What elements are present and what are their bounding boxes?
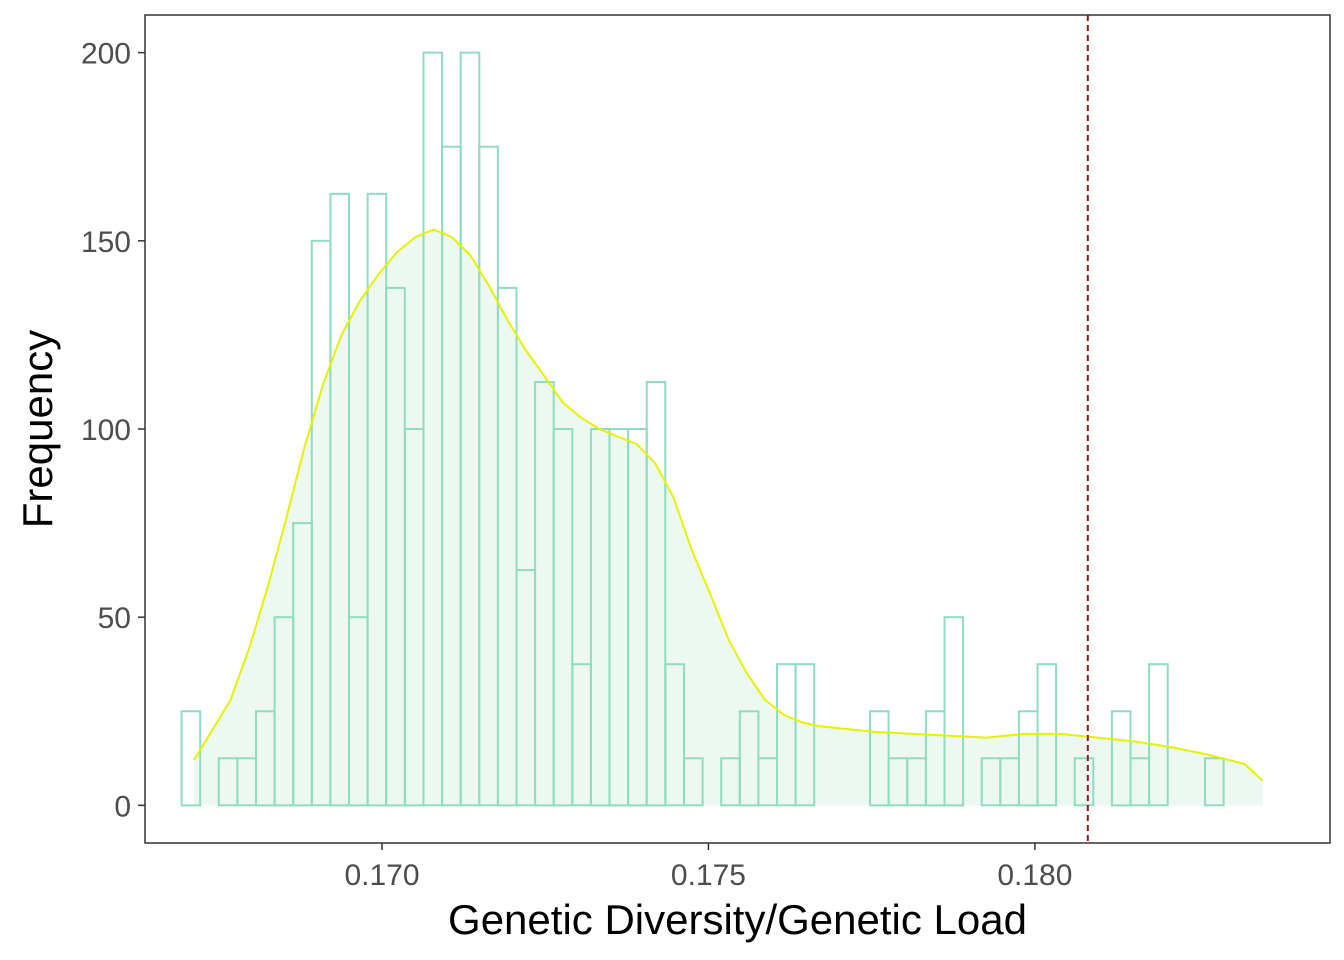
histogram-bar (552, 428, 574, 807)
y-axis-title: Frequency (14, 330, 61, 528)
histogram-bar (794, 663, 816, 807)
y-tick-label: 50 (98, 602, 131, 635)
density-area (194, 229, 1263, 806)
histogram-bar (683, 757, 704, 807)
y-tick-label: 200 (81, 38, 131, 71)
y-tick-label: 100 (81, 414, 131, 447)
x-tick-label: 0.175 (671, 859, 746, 892)
density-curve (193, 228, 1264, 782)
y-tick-label: 150 (81, 226, 131, 259)
x-tick-label: 0.180 (997, 859, 1072, 892)
histogram-bar (329, 192, 350, 807)
histogram-bar (943, 616, 965, 807)
histogram-bar (645, 381, 667, 807)
y-tick-label: 0 (114, 790, 131, 823)
histogram-bar (664, 663, 686, 807)
histogram-bar (1204, 757, 1225, 807)
histogram-bar (496, 286, 518, 807)
x-axis: 0.170 0.175 0.180 (344, 843, 1072, 892)
x-axis-title: Genetic Diversity/Genetic Load (448, 896, 1027, 943)
y-axis: 0 50 100 150 200 (81, 38, 145, 823)
x-tick-label: 0.170 (344, 859, 419, 892)
histogram-bars (180, 51, 1225, 807)
histogram-bar (180, 710, 202, 807)
density-area-layer (194, 229, 1263, 806)
histogram-bar (1148, 663, 1169, 807)
density-curve-layer (193, 228, 1264, 782)
histogram-bar (1073, 757, 1095, 807)
